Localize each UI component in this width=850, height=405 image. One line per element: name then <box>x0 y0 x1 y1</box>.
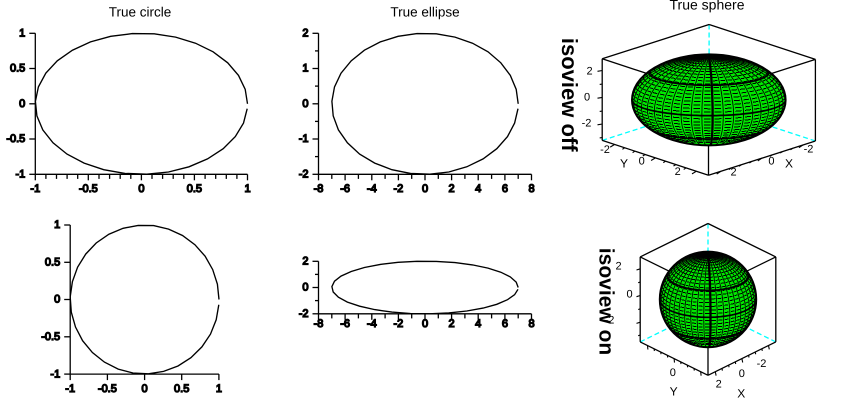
svg-text:0: 0 <box>54 294 60 306</box>
svg-text:-0.5: -0.5 <box>79 183 98 195</box>
svg-text:-6: -6 <box>340 318 350 330</box>
svg-text:-1: -1 <box>65 383 75 395</box>
svg-text:0: 0 <box>584 91 590 103</box>
svg-text:-4: -4 <box>367 183 377 195</box>
svg-text:0: 0 <box>422 183 428 195</box>
svg-text:0: 0 <box>739 368 745 380</box>
svg-text:8: 8 <box>528 318 534 330</box>
svg-text:-2: -2 <box>299 308 309 320</box>
svg-text:-0.5: -0.5 <box>6 133 25 145</box>
svg-text:isoview on: isoview on <box>594 248 617 355</box>
svg-text:6: 6 <box>502 318 508 330</box>
svg-text:1: 1 <box>244 183 250 195</box>
svg-text:-2: -2 <box>757 358 767 370</box>
svg-text:-2: -2 <box>600 144 610 156</box>
svg-text:X: X <box>785 157 793 171</box>
svg-text:2: 2 <box>675 166 681 178</box>
svg-text:2: 2 <box>449 183 455 195</box>
svg-text:2: 2 <box>302 28 308 40</box>
svg-text:4: 4 <box>475 183 481 195</box>
svg-text:-1: -1 <box>299 133 309 145</box>
svg-text:0: 0 <box>302 282 308 294</box>
svg-text:4: 4 <box>475 318 481 330</box>
svg-text:-1: -1 <box>16 169 26 181</box>
svg-text:2: 2 <box>586 66 592 78</box>
svg-text:1: 1 <box>302 63 308 75</box>
svg-text:-8: -8 <box>314 183 324 195</box>
svg-text:isoview off: isoview off <box>557 38 582 152</box>
svg-text:8: 8 <box>528 183 534 195</box>
svg-text:Y: Y <box>670 384 678 398</box>
svg-text:-2: -2 <box>582 118 592 130</box>
svg-text:-2: -2 <box>394 318 404 330</box>
svg-text:-2: -2 <box>299 169 309 181</box>
svg-text:0: 0 <box>626 289 632 301</box>
svg-text:2: 2 <box>716 379 722 391</box>
svg-text:-0.5: -0.5 <box>98 383 117 395</box>
svg-text:-4: -4 <box>367 318 377 330</box>
svg-text:0.5: 0.5 <box>45 257 60 269</box>
svg-text:0.5: 0.5 <box>187 183 202 195</box>
svg-text:6: 6 <box>502 183 508 195</box>
svg-text:Y: Y <box>620 156 628 170</box>
svg-text:0: 0 <box>639 156 645 168</box>
svg-text:0: 0 <box>142 383 148 395</box>
svg-text:-1: -1 <box>50 368 60 380</box>
svg-text:0.5: 0.5 <box>10 63 25 75</box>
svg-text:2: 2 <box>730 166 736 178</box>
svg-text:X: X <box>737 386 745 400</box>
svg-text:True sphere: True sphere <box>670 0 745 13</box>
svg-text:True ellipse: True ellipse <box>390 5 459 20</box>
svg-text:1: 1 <box>54 219 60 231</box>
svg-text:2: 2 <box>302 256 308 268</box>
svg-text:0: 0 <box>138 183 144 195</box>
svg-text:-0.5: -0.5 <box>41 331 60 343</box>
svg-text:0: 0 <box>302 98 308 110</box>
svg-text:-6: -6 <box>340 183 350 195</box>
svg-text:0: 0 <box>422 318 428 330</box>
svg-text:0: 0 <box>768 156 774 168</box>
svg-text:-2: -2 <box>394 183 404 195</box>
svg-text:-1: -1 <box>30 183 40 195</box>
svg-text:1: 1 <box>19 28 25 40</box>
svg-text:1: 1 <box>216 383 222 395</box>
svg-text:0: 0 <box>670 367 676 379</box>
svg-text:-8: -8 <box>314 318 324 330</box>
svg-text:0: 0 <box>19 98 25 110</box>
svg-text:-2: -2 <box>804 144 814 156</box>
svg-text:0.5: 0.5 <box>174 383 189 395</box>
svg-text:True circle: True circle <box>109 5 172 20</box>
svg-text:2: 2 <box>449 318 455 330</box>
